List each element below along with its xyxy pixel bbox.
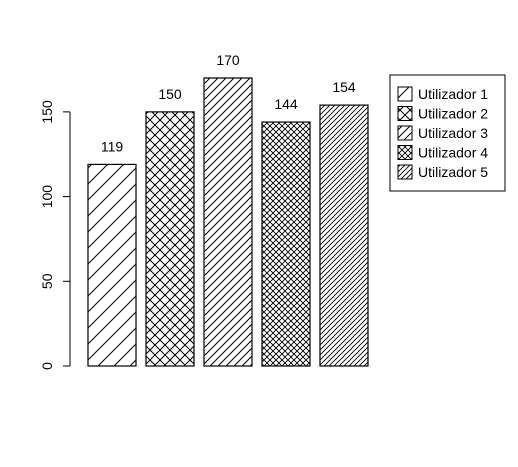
y-tick-label: 100 [39, 185, 55, 209]
bar-value-label: 144 [274, 96, 298, 112]
bar-value-label: 154 [332, 79, 356, 95]
bar [87, 163, 137, 367]
legend-key [397, 145, 413, 160]
y-tick-label: 50 [39, 273, 55, 289]
y-axis: 0 50 100 150 [39, 100, 71, 370]
legend-key [397, 125, 413, 141]
legend-label: Utilizador 1 [418, 86, 488, 102]
y-tick-label: 0 [39, 362, 55, 370]
bar-value-label: 170 [216, 52, 240, 68]
legend-label: Utilizador 3 [418, 125, 488, 141]
bar [203, 77, 253, 367]
legend: Utilizador 1 Utilizador 2 Utilizador 3 Util… [389, 74, 506, 192]
y-tick-label: 150 [39, 100, 55, 124]
legend-key [397, 86, 413, 102]
legend-key [397, 106, 413, 121]
bars [87, 77, 369, 367]
bar [145, 111, 195, 367]
y-ticks: 0 50 100 150 [39, 100, 70, 370]
bar-value-labels: 119 150 170 144 154 [101, 52, 356, 154]
legend-label: Utilizador 2 [418, 106, 488, 122]
legend-label: Utilizador 4 [418, 145, 488, 161]
legend-label: Utilizador 5 [418, 164, 488, 180]
bar [319, 104, 369, 367]
bar [261, 121, 311, 367]
bar-value-label: 150 [158, 86, 182, 102]
legend-key [397, 164, 413, 180]
bar-value-label: 119 [101, 138, 124, 154]
legend-items: Utilizador 1 Utilizador 2 Utilizador 3 Util… [397, 86, 488, 180]
